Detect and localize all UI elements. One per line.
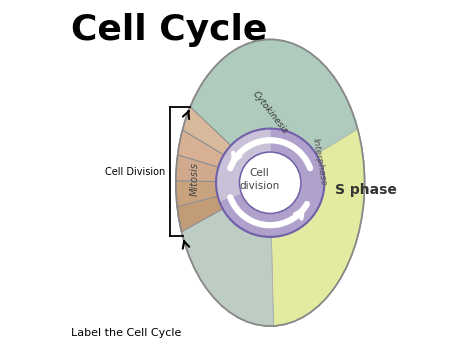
Polygon shape (239, 152, 270, 193)
Ellipse shape (176, 39, 365, 326)
Polygon shape (230, 171, 270, 183)
Polygon shape (182, 39, 358, 183)
Polygon shape (231, 183, 270, 203)
Polygon shape (182, 183, 273, 326)
Text: Label the Cell Cycle: Label the Cell Cycle (71, 328, 182, 338)
Polygon shape (216, 129, 270, 201)
Polygon shape (182, 183, 273, 326)
Circle shape (239, 152, 301, 213)
Text: Mitosis: Mitosis (190, 162, 200, 196)
Polygon shape (177, 183, 270, 232)
Polygon shape (270, 129, 365, 326)
Text: Cell
division: Cell division (239, 168, 280, 191)
Text: Cell Division: Cell Division (105, 166, 165, 177)
Circle shape (216, 129, 324, 237)
Polygon shape (178, 130, 270, 183)
Polygon shape (231, 160, 270, 183)
Polygon shape (176, 155, 270, 183)
Polygon shape (230, 182, 270, 193)
Polygon shape (176, 181, 270, 207)
Polygon shape (182, 107, 270, 183)
Text: S phase: S phase (336, 183, 397, 197)
Polygon shape (233, 151, 270, 183)
Text: Interphase: Interphase (310, 137, 328, 186)
Text: Cell Cycle: Cell Cycle (71, 13, 267, 47)
Text: Cytokinesis: Cytokinesis (251, 90, 290, 136)
